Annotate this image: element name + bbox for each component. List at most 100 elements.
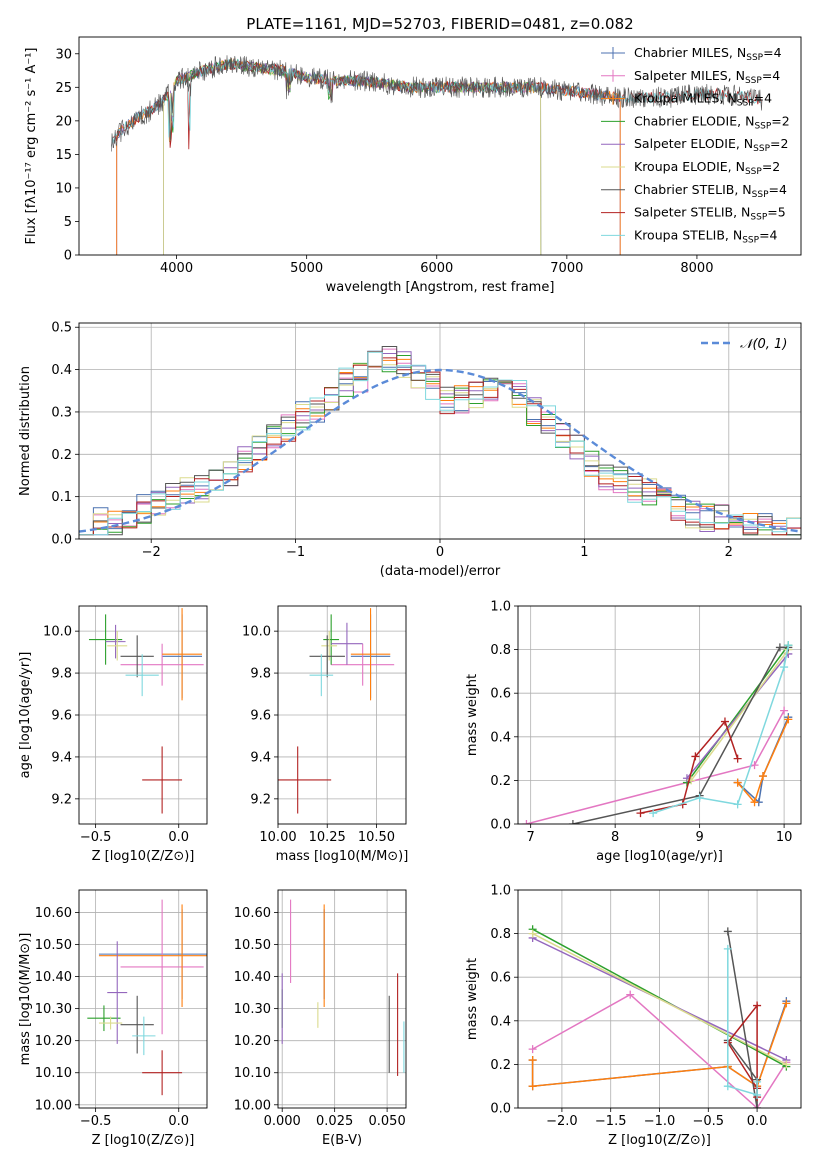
series-line — [532, 932, 787, 1066]
plot-area — [528, 925, 791, 1108]
series-marker — [528, 929, 537, 938]
panel-massweight-vs-age: 7 8 9 10 0.0 0.2 0.4 0.6 0.8 1.0 age [log10(age/yr… — [465, 600, 802, 864]
legend: 𝒩(0, 1) — [701, 337, 787, 352]
x-tick-label: 7 — [527, 830, 535, 845]
series-marker — [723, 1082, 732, 1091]
series-marker — [782, 1060, 791, 1069]
legend-label: Salpeter STELIB, NSSP=5 — [634, 205, 786, 223]
y-tick-label: 0.4 — [490, 1014, 511, 1029]
y-tick-label: 9.4 — [51, 750, 72, 765]
y-tick-label: 10.00 — [234, 1098, 271, 1113]
series-line — [640, 720, 739, 814]
series-line — [690, 649, 789, 781]
x-axis-label: wavelength [Angstrom, rest frame] — [326, 280, 555, 295]
y-tick-label: 10.30 — [35, 1002, 72, 1017]
y-tick-label: 10.10 — [234, 1066, 271, 1081]
y-tick-label: 0.6 — [490, 971, 511, 986]
axes-frame — [277, 889, 407, 1109]
y-tick-label: 9.6 — [250, 709, 271, 724]
series-marker — [753, 1090, 762, 1099]
series-line — [572, 646, 789, 824]
series-line — [526, 710, 785, 824]
panel-spectrum: 4000 5000 6000 7000 8000 0 5 10 15 20 25 30 waveleng… — [24, 15, 802, 295]
x-tick-label: −2 — [142, 545, 161, 560]
axes-frame — [517, 889, 802, 1109]
x-tick-label: 10.00 — [259, 830, 296, 845]
histogram-series — [79, 357, 801, 536]
y-tick-label: 10.50 — [35, 938, 72, 953]
plot-area — [79, 346, 801, 536]
legend-label: Kroupa ELODIE, NSSP=2 — [634, 159, 780, 177]
panel-mass-vs-EBV: 0.000 0.025 0.050 10.00 10.10 10.20 10.30 10.40… — [234, 889, 407, 1148]
y-tick-label: 10.30 — [234, 1002, 271, 1017]
series-marker — [528, 1056, 537, 1065]
x-tick-label: 2 — [725, 545, 733, 560]
x-tick-label: 10 — [776, 830, 793, 845]
y-tick-label: 10.20 — [35, 1034, 72, 1049]
y-tick-label: 20 — [55, 114, 72, 129]
y-tick-label: 9.2 — [250, 792, 271, 807]
x-tick-label: 0.050 — [369, 1114, 406, 1129]
axes-frame — [78, 605, 208, 825]
x-tick-label: −0.5 — [693, 1114, 725, 1129]
x-tick-label: −0.5 — [80, 1114, 112, 1129]
y-tick-label: 15 — [55, 148, 72, 163]
y-tick-label: 9.2 — [51, 792, 72, 807]
y-tick-label: 0.6 — [490, 687, 511, 702]
x-tick-label: −1 — [286, 545, 305, 560]
axes-frame — [78, 322, 802, 540]
y-tick-label: 1.0 — [490, 884, 511, 899]
panel-age-vs-Z: −0.5 0.0 9.2 9.4 9.6 9.8 10.0 Z [log10(Z/Z⊙)] ag… — [18, 605, 208, 864]
y-tick-label: 0.1 — [51, 490, 72, 505]
series-marker — [733, 800, 742, 809]
series-marker — [649, 809, 658, 818]
y-tick-label: 0.2 — [490, 774, 511, 789]
x-tick-label: 10.50 — [358, 830, 395, 845]
plot-area — [522, 641, 793, 824]
y-tick-label: 0.2 — [490, 1058, 511, 1073]
legend-label: Salpeter MILES, NSSP=4 — [634, 68, 780, 86]
y-tick-label: 10.40 — [234, 970, 271, 985]
series-marker — [636, 809, 645, 818]
y-axis-label: Normed distribution — [18, 366, 33, 496]
x-tick-label: 0.0 — [168, 830, 189, 845]
y-axis-label: mass weight — [465, 958, 480, 1040]
series-marker — [780, 663, 789, 672]
y-tick-label: 10 — [55, 181, 72, 196]
panel-massweight-vs-Z: −2.0 −1.5 −1.0 −0.5 0.0 0.0 0.2 0.4 0.6 0.8 1.0 Z [… — [465, 884, 802, 1148]
x-axis-label: mass [log10(M/M⊙)] — [276, 849, 409, 864]
x-axis-label: Z [log10(Z/Z⊙)] — [608, 1133, 711, 1148]
x-tick-label: 0 — [436, 545, 444, 560]
y-tick-label: 0.0 — [490, 818, 511, 833]
series-marker — [695, 793, 704, 802]
series-line — [727, 948, 758, 1096]
x-tick-label: 9 — [695, 830, 703, 845]
series-marker — [753, 1077, 762, 1086]
y-tick-label: 0.4 — [51, 363, 72, 378]
y-tick-label: 9.4 — [250, 750, 271, 765]
series-marker — [568, 820, 577, 824]
x-tick-label: 10.25 — [309, 830, 346, 845]
series-marker — [723, 944, 732, 953]
series-marker — [750, 798, 759, 807]
series-marker — [522, 820, 531, 824]
x-tick-label: 0.0 — [747, 1114, 768, 1129]
y-tick-label: 5 — [64, 215, 72, 230]
y-tick-label: 10.00 — [35, 1098, 72, 1113]
legend-label: Chabrier MILES, NSSP=4 — [634, 45, 782, 63]
y-axis-label: mass [log10(M/M⊙)] — [18, 933, 33, 1066]
y-tick-label: 25 — [55, 81, 72, 96]
plot-area — [87, 899, 207, 1096]
y-tick-label: 0.2 — [51, 448, 72, 463]
series-line — [686, 644, 789, 784]
series-line — [532, 928, 787, 1068]
y-tick-label: 10.20 — [234, 1034, 271, 1049]
series-marker — [758, 772, 767, 781]
series-line — [726, 1003, 758, 1098]
series-marker — [753, 1001, 762, 1010]
x-tick-label: −1.0 — [644, 1114, 676, 1129]
y-tick-label: 1.0 — [490, 600, 511, 615]
x-tick-label: 0.025 — [316, 1114, 353, 1129]
x-tick-label: 4000 — [160, 261, 193, 276]
